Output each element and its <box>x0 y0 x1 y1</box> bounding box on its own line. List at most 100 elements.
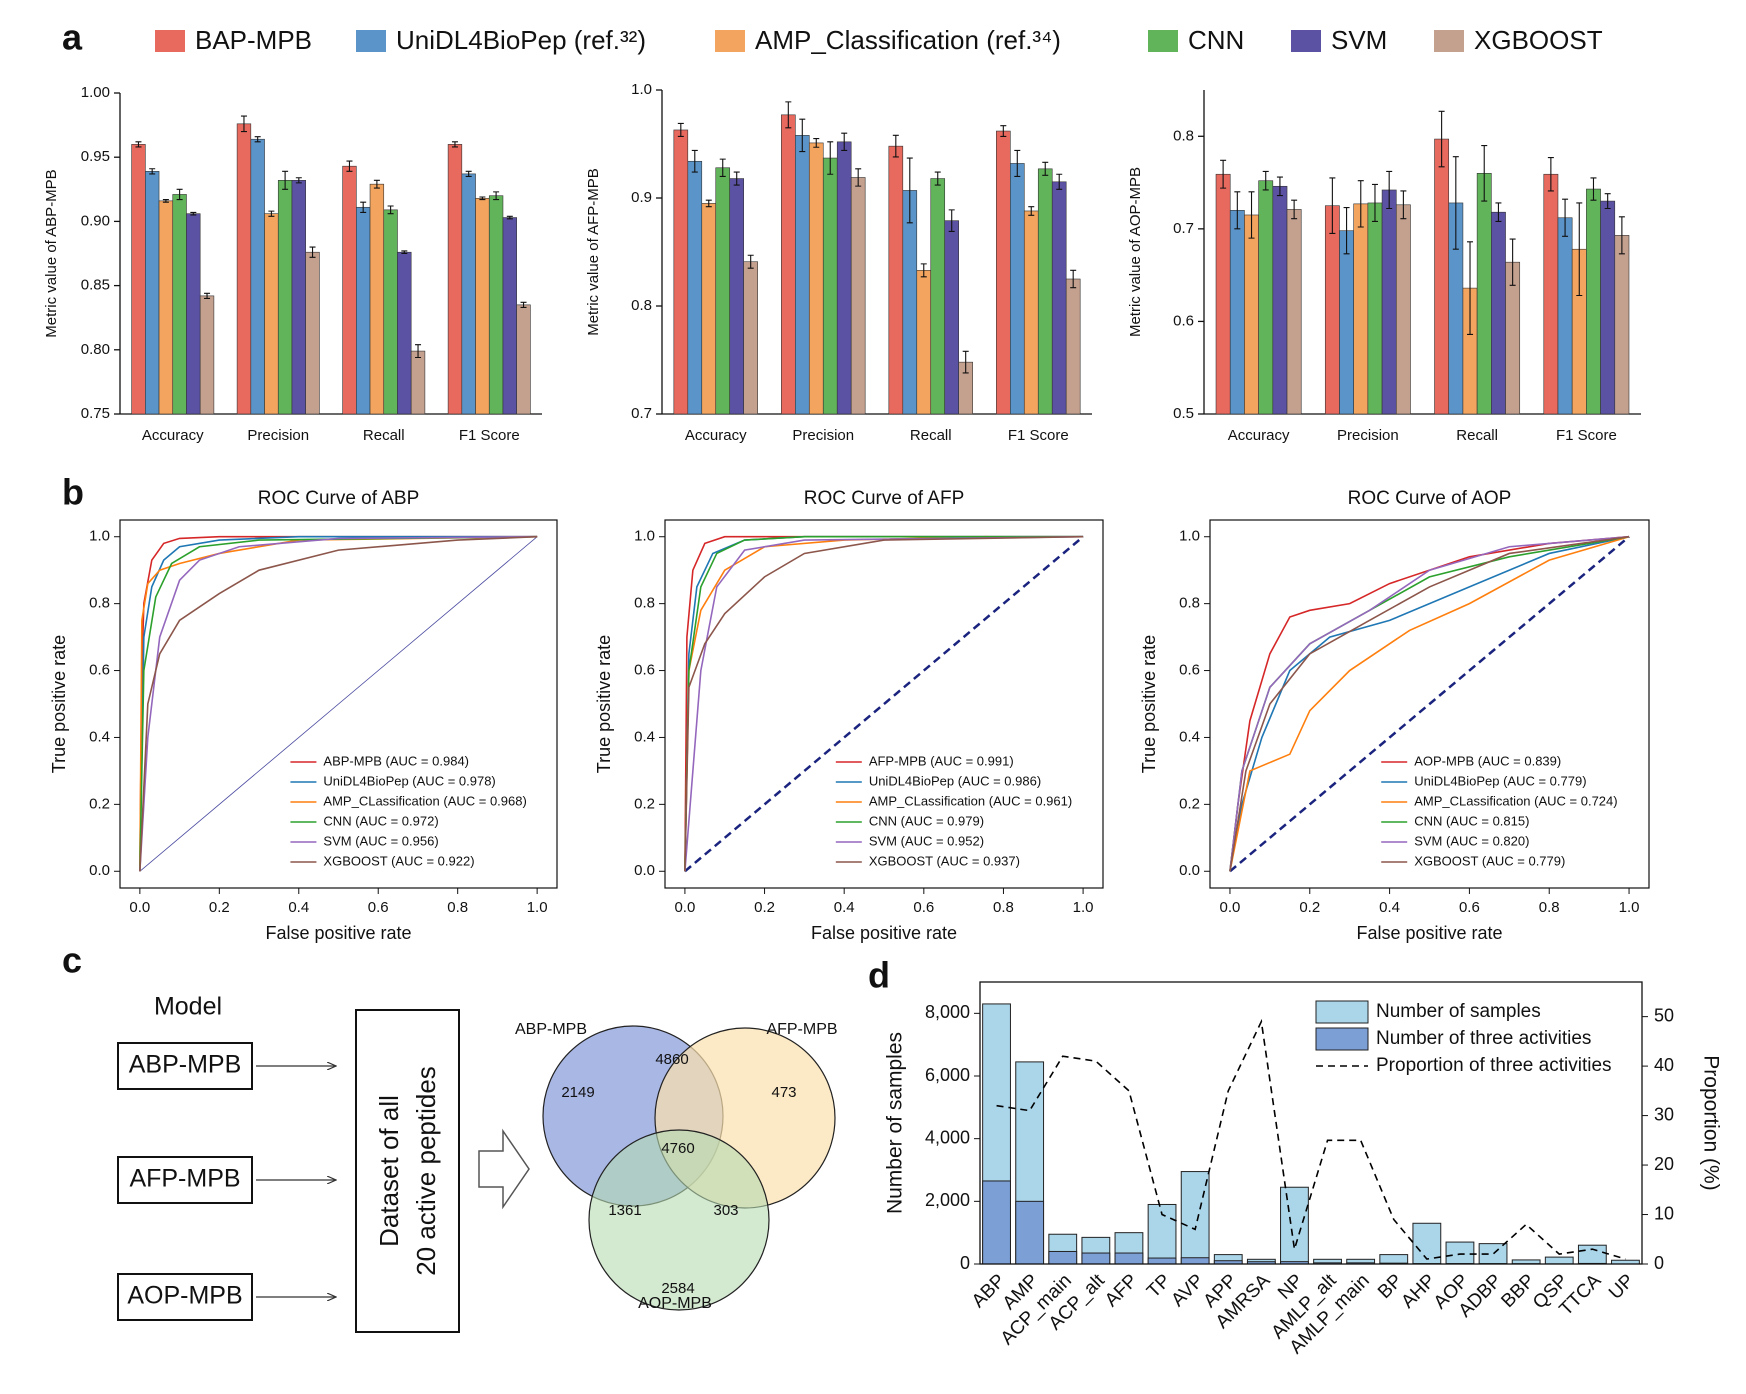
venn-label: AFP-MPB <box>766 1021 837 1038</box>
bar <box>687 160 703 415</box>
y-tick-label: 0.8 <box>1173 127 1194 144</box>
error-bar <box>387 205 394 215</box>
x-tick-label: BBP <box>1497 1270 1539 1312</box>
legend-swatch <box>356 30 386 52</box>
bar <box>1395 204 1411 415</box>
y-tick-label: 2,000 <box>925 1190 970 1210</box>
y-tick-label: 0.80 <box>81 341 110 358</box>
error-bar <box>135 141 142 148</box>
legend-swatch <box>1148 30 1178 52</box>
y-axis-label: Metric value of AFP-MPB <box>585 168 602 336</box>
error-bar <box>1576 202 1583 297</box>
venn-label: AOP-MPB <box>638 1295 712 1312</box>
legend-label: CNN (AUC = 0.979) <box>869 813 984 828</box>
chart-title: ROC Curve of AFP <box>804 488 965 509</box>
error-bar <box>813 138 820 148</box>
error-bar <box>465 170 472 178</box>
y-tick-label: 4,000 <box>925 1127 970 1147</box>
model-box <box>117 1273 253 1321</box>
bar <box>902 190 918 415</box>
bar <box>1229 210 1245 415</box>
bar <box>944 220 959 415</box>
error-bar <box>1562 198 1569 237</box>
error-bar <box>1481 144 1488 202</box>
y2-tick-label: 30 <box>1654 1104 1674 1124</box>
x-tick-label: 0.8 <box>993 899 1014 916</box>
error-bar <box>149 168 156 175</box>
x-axis-label: False positive rate <box>811 923 957 943</box>
error-bar <box>799 118 806 153</box>
y2-tick-label: 40 <box>1654 1055 1674 1075</box>
error-bar <box>1234 191 1241 230</box>
legend-label: CNN (AUC = 0.815) <box>1414 813 1529 828</box>
roc-curve <box>684 535 1084 872</box>
bar <box>410 350 426 415</box>
bar <box>305 251 320 415</box>
x-tick-label: Precision <box>1337 427 1399 444</box>
bar <box>1614 235 1630 415</box>
error-bar <box>309 246 316 258</box>
error-bar <box>346 160 353 172</box>
roc-curve <box>139 535 538 872</box>
x-tick-label: 0.6 <box>913 899 934 916</box>
bar <box>1324 205 1340 415</box>
y-tick-label: 0.0 <box>634 862 655 879</box>
error-bar <box>1438 110 1445 168</box>
legend-label: XGBOOST (AUC = 0.922) <box>323 853 474 868</box>
bar <box>250 138 265 415</box>
plot-frame <box>119 519 558 889</box>
bar <box>822 157 838 415</box>
panel-label: a <box>62 17 83 58</box>
x-tick-label: Accuracy <box>142 427 204 444</box>
plot-frame <box>979 981 1643 1265</box>
legend-label: SVM <box>1331 25 1387 55</box>
bar <box>1147 1257 1177 1265</box>
venn-circle <box>588 1129 770 1311</box>
legend-label: BAP-MPB <box>195 25 312 55</box>
panel-label: d <box>868 955 890 996</box>
error-bar <box>254 136 261 143</box>
x-tick-label: 0.6 <box>368 899 389 916</box>
model-heading: Model <box>154 993 222 1021</box>
bar <box>1286 209 1302 415</box>
error-bar <box>1467 241 1474 335</box>
x-tick-label: Recall <box>1456 427 1498 444</box>
legend-label: XGBOOST (AUC = 0.779) <box>1414 853 1565 868</box>
venn-count: 473 <box>771 1084 796 1101</box>
error-bar <box>1495 202 1502 223</box>
bar <box>715 167 731 415</box>
plot-frame <box>664 519 1104 889</box>
bar <box>1180 1171 1210 1265</box>
x-tick-label: 0.0 <box>129 899 150 916</box>
error-bar <box>1028 206 1035 216</box>
legend-label: Proportion of three activities <box>1376 1055 1612 1076</box>
legend-swatch <box>1291 30 1321 52</box>
plot-frame <box>1209 519 1650 889</box>
error-bar <box>162 199 169 203</box>
y-tick-label: 0.9 <box>631 189 652 206</box>
bar <box>1600 200 1616 415</box>
error-bar <box>934 171 941 186</box>
reference-line <box>139 536 538 872</box>
bar <box>172 194 187 415</box>
bar <box>158 200 174 415</box>
y-tick-label: 0.85 <box>81 277 110 294</box>
y-tick-label: 1.0 <box>631 81 652 98</box>
bar <box>1051 181 1067 415</box>
x-tick-label: 0.8 <box>447 899 468 916</box>
bar <box>1280 1186 1309 1265</box>
legend-label: Number of three activities <box>1376 1028 1591 1049</box>
error-bar <box>1509 238 1516 286</box>
error-bar <box>1000 125 1007 137</box>
error-bar <box>892 134 899 158</box>
error-bar <box>1371 183 1378 223</box>
bar <box>1009 163 1025 415</box>
y-tick-label: 0.6 <box>89 662 110 679</box>
legend-swatch <box>155 30 185 52</box>
bar <box>291 180 306 415</box>
bar <box>383 209 398 415</box>
bar <box>1065 278 1081 415</box>
y-tick-label: 1.0 <box>89 528 110 545</box>
bar <box>1543 173 1559 415</box>
